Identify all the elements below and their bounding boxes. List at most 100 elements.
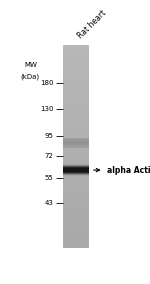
Bar xyxy=(63,84,88,85)
Bar xyxy=(63,144,88,145)
Bar xyxy=(63,185,88,186)
Bar xyxy=(63,171,88,172)
Bar xyxy=(63,67,88,68)
Text: 95: 95 xyxy=(45,133,54,139)
Bar xyxy=(63,58,88,59)
Bar xyxy=(63,119,88,120)
Bar xyxy=(63,129,88,130)
Bar xyxy=(63,118,88,119)
Text: 55: 55 xyxy=(45,175,54,181)
Bar xyxy=(63,172,88,173)
Bar xyxy=(63,246,88,247)
Bar xyxy=(63,179,88,180)
Bar xyxy=(63,223,88,224)
Bar xyxy=(63,191,88,192)
Bar xyxy=(63,141,88,142)
Bar xyxy=(63,244,88,245)
Bar xyxy=(63,51,88,52)
Bar xyxy=(63,126,88,127)
Bar xyxy=(63,68,88,69)
Bar xyxy=(63,225,88,226)
Bar xyxy=(63,220,88,221)
Bar xyxy=(63,201,88,202)
Bar xyxy=(63,245,88,246)
Bar xyxy=(63,243,88,244)
Bar xyxy=(63,81,88,82)
Bar xyxy=(63,80,88,81)
Bar xyxy=(63,194,88,195)
Bar xyxy=(63,166,88,167)
Bar xyxy=(63,221,88,222)
Bar xyxy=(63,204,88,205)
Bar xyxy=(63,188,88,189)
Bar xyxy=(63,186,88,187)
Bar xyxy=(63,77,88,78)
Bar xyxy=(63,124,88,125)
Bar xyxy=(63,61,88,62)
Bar xyxy=(63,79,88,80)
Bar xyxy=(63,202,88,203)
Text: 72: 72 xyxy=(45,153,54,159)
Bar xyxy=(63,57,88,58)
Bar xyxy=(63,114,88,115)
Bar xyxy=(63,104,88,105)
Bar xyxy=(63,132,88,133)
Bar xyxy=(63,97,88,98)
Bar xyxy=(63,153,88,154)
Bar xyxy=(63,78,88,79)
Bar xyxy=(63,146,88,147)
Bar xyxy=(63,52,88,53)
Bar xyxy=(63,115,88,116)
Bar xyxy=(63,210,88,211)
Bar xyxy=(63,187,88,188)
Bar xyxy=(63,247,88,248)
Bar xyxy=(63,212,88,213)
Bar xyxy=(63,143,88,144)
Bar xyxy=(63,72,88,73)
Bar xyxy=(63,142,88,143)
Bar xyxy=(63,148,88,149)
Bar xyxy=(63,163,88,164)
Bar xyxy=(63,64,88,65)
Bar xyxy=(63,240,88,241)
Text: alpha Actinin 2: alpha Actinin 2 xyxy=(107,166,150,175)
Bar xyxy=(63,74,88,75)
Bar xyxy=(63,229,88,230)
Bar xyxy=(63,139,88,140)
Bar xyxy=(63,190,88,191)
Bar xyxy=(63,175,88,176)
Bar xyxy=(63,150,88,151)
Bar xyxy=(63,237,88,238)
Bar xyxy=(63,239,88,240)
Bar xyxy=(63,100,88,101)
Bar xyxy=(63,234,88,235)
Text: 130: 130 xyxy=(40,106,54,112)
Bar xyxy=(63,110,88,111)
Bar xyxy=(63,71,88,72)
Bar xyxy=(63,200,88,201)
Bar xyxy=(63,193,88,194)
Bar xyxy=(63,95,88,96)
Bar xyxy=(63,170,88,171)
Text: MW: MW xyxy=(24,62,37,68)
Bar xyxy=(63,69,88,70)
Bar xyxy=(63,145,88,146)
Bar xyxy=(63,207,88,208)
Bar xyxy=(63,183,88,184)
Bar xyxy=(63,138,88,139)
Bar xyxy=(63,127,88,128)
Bar xyxy=(63,111,88,112)
Bar xyxy=(63,159,88,160)
Bar xyxy=(63,208,88,209)
Bar xyxy=(63,103,88,104)
Bar xyxy=(63,195,88,196)
Bar xyxy=(63,214,88,215)
Text: 43: 43 xyxy=(45,200,54,206)
Bar xyxy=(63,113,88,114)
Bar xyxy=(63,140,88,141)
Bar xyxy=(63,167,88,168)
Bar xyxy=(63,164,88,165)
Bar xyxy=(63,117,88,118)
Bar xyxy=(63,241,88,242)
Bar xyxy=(63,157,88,158)
